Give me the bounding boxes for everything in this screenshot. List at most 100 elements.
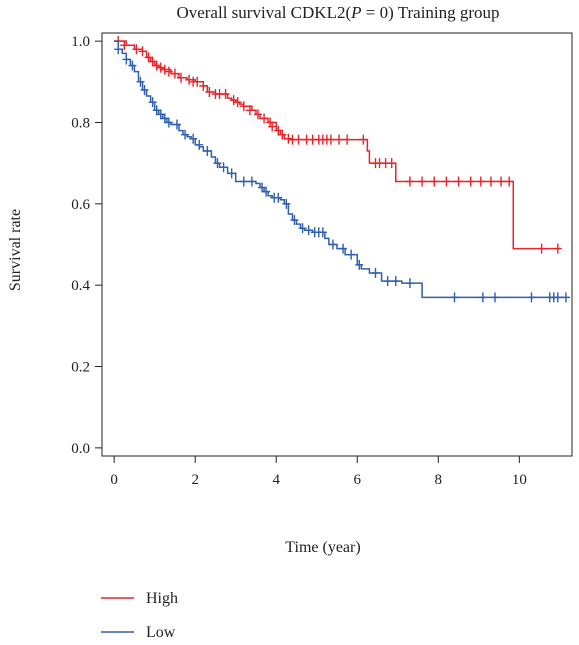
censor-mark-high (138, 46, 147, 57)
censor-mark-high (120, 40, 129, 51)
censor-mark-high (268, 121, 277, 132)
censor-mark-low (172, 119, 181, 130)
censor-mark-low (561, 292, 570, 303)
censor-mark-high (294, 134, 303, 145)
censor-mark-low (203, 145, 212, 156)
x-axis-label: Time (year) (285, 539, 360, 556)
censor-mark-low (189, 133, 198, 144)
plot-area: 0 2 4 6 8 10 0.0 0.2 0.4 0.6 0.8 1.0 (71, 32, 573, 488)
censor-mark-low (219, 162, 228, 173)
censor-mark-high (170, 68, 179, 79)
x-tick-label: 8 (435, 472, 443, 488)
censor-mark-high (505, 176, 514, 187)
censor-mark-high (284, 133, 293, 144)
censor-mark-high (442, 176, 451, 187)
censor-mark-low (156, 109, 165, 120)
censor-mark-low (478, 292, 487, 303)
y-tick-label: 0.2 (71, 360, 90, 376)
censor-mark-high (476, 176, 485, 187)
censor-mark-high (497, 176, 506, 187)
censor-mark-low (140, 84, 149, 95)
y-tick-label: 0.6 (71, 197, 90, 213)
censor-mark-high (387, 158, 396, 169)
x-tick-label: 10 (512, 472, 527, 488)
censor-mark-high (245, 105, 254, 116)
censor-mark-high (132, 44, 141, 55)
censor-mark-low (298, 223, 307, 234)
censor-mark-low (391, 276, 400, 287)
y-axis-label: Survival rate (7, 209, 24, 291)
censor-mark-low (282, 198, 291, 209)
censor-mark-low (553, 292, 562, 303)
censor-mark-low (405, 278, 414, 289)
censor-mark-low (152, 105, 161, 116)
censor-mark-high (229, 95, 238, 106)
censor-mark-high (253, 109, 262, 120)
legend-label-high: High (146, 590, 178, 607)
censor-mark-high (466, 176, 475, 187)
chart-title: Overall survival CDKL2(P = 0) Training g… (176, 3, 499, 22)
censor-mark-high (260, 113, 269, 124)
censor-mark-high (221, 89, 230, 100)
y-tick-label: 0.4 (71, 278, 90, 294)
censor-mark-low (355, 259, 364, 270)
y-tick-label: 0.8 (71, 115, 90, 131)
censor-mark-high (160, 64, 169, 75)
censor-mark-low (304, 225, 313, 236)
censor-mark-low (318, 227, 327, 238)
censor-mark-low (114, 44, 123, 55)
censor-mark-low (160, 113, 169, 124)
survival-curve-high (114, 40, 558, 250)
censor-mark-low (239, 176, 248, 187)
censor-mark-low (383, 276, 392, 287)
censor-mark-low (328, 239, 337, 250)
censor-mark-high (164, 66, 173, 77)
censor-mark-high (405, 176, 414, 187)
censor-mark-high (418, 176, 427, 187)
censor-mark-high (486, 176, 495, 187)
x-tick-label: 6 (354, 472, 362, 488)
censor-mark-high (156, 62, 165, 73)
censor-mark-high (152, 60, 161, 71)
censor-mark-high (553, 243, 562, 254)
censor-mark-low (258, 182, 267, 193)
censor-mark-low (128, 60, 137, 71)
censor-mark-low (491, 292, 500, 303)
censor-mark-high (205, 86, 214, 97)
x-tick-label: 4 (272, 472, 280, 488)
censor-mark-high (326, 134, 335, 145)
censor-mark-low (148, 97, 157, 108)
censor-mark-low (450, 292, 459, 303)
censor-mark-low (527, 292, 536, 303)
censor-mark-low (227, 168, 236, 179)
censor-mark-high (454, 176, 463, 187)
censor-mark-low (181, 129, 190, 140)
censor-mark-high (239, 101, 248, 112)
censor-mark-low (164, 117, 173, 128)
censor-mark-high (177, 72, 186, 83)
censor-mark-high (144, 52, 153, 63)
censor-mark-high (193, 76, 202, 87)
censor-mark-high (148, 56, 157, 67)
censor-mark-low (195, 139, 204, 150)
censor-mark-high (537, 243, 546, 254)
legend: High Low (101, 590, 178, 641)
censor-mark-low (290, 215, 299, 226)
censor-mark-high (343, 134, 352, 145)
censor-mark-high (185, 74, 194, 85)
censor-mark-high (335, 134, 344, 145)
censor-mark-low (274, 192, 283, 203)
legend-label-low: Low (146, 624, 176, 641)
censor-mark-low (262, 186, 271, 197)
censor-mark-low (213, 158, 222, 169)
censor-mark-high (233, 97, 242, 108)
x-tick-label: 2 (191, 472, 199, 488)
censor-mark-high (199, 80, 208, 91)
censor-mark-high (430, 176, 439, 187)
censor-mark-high (359, 134, 368, 145)
censor-mark-low (247, 176, 256, 187)
y-tick-label: 1.0 (71, 34, 90, 50)
censor-mark-high (278, 129, 287, 140)
censor-mark-low (347, 249, 356, 260)
